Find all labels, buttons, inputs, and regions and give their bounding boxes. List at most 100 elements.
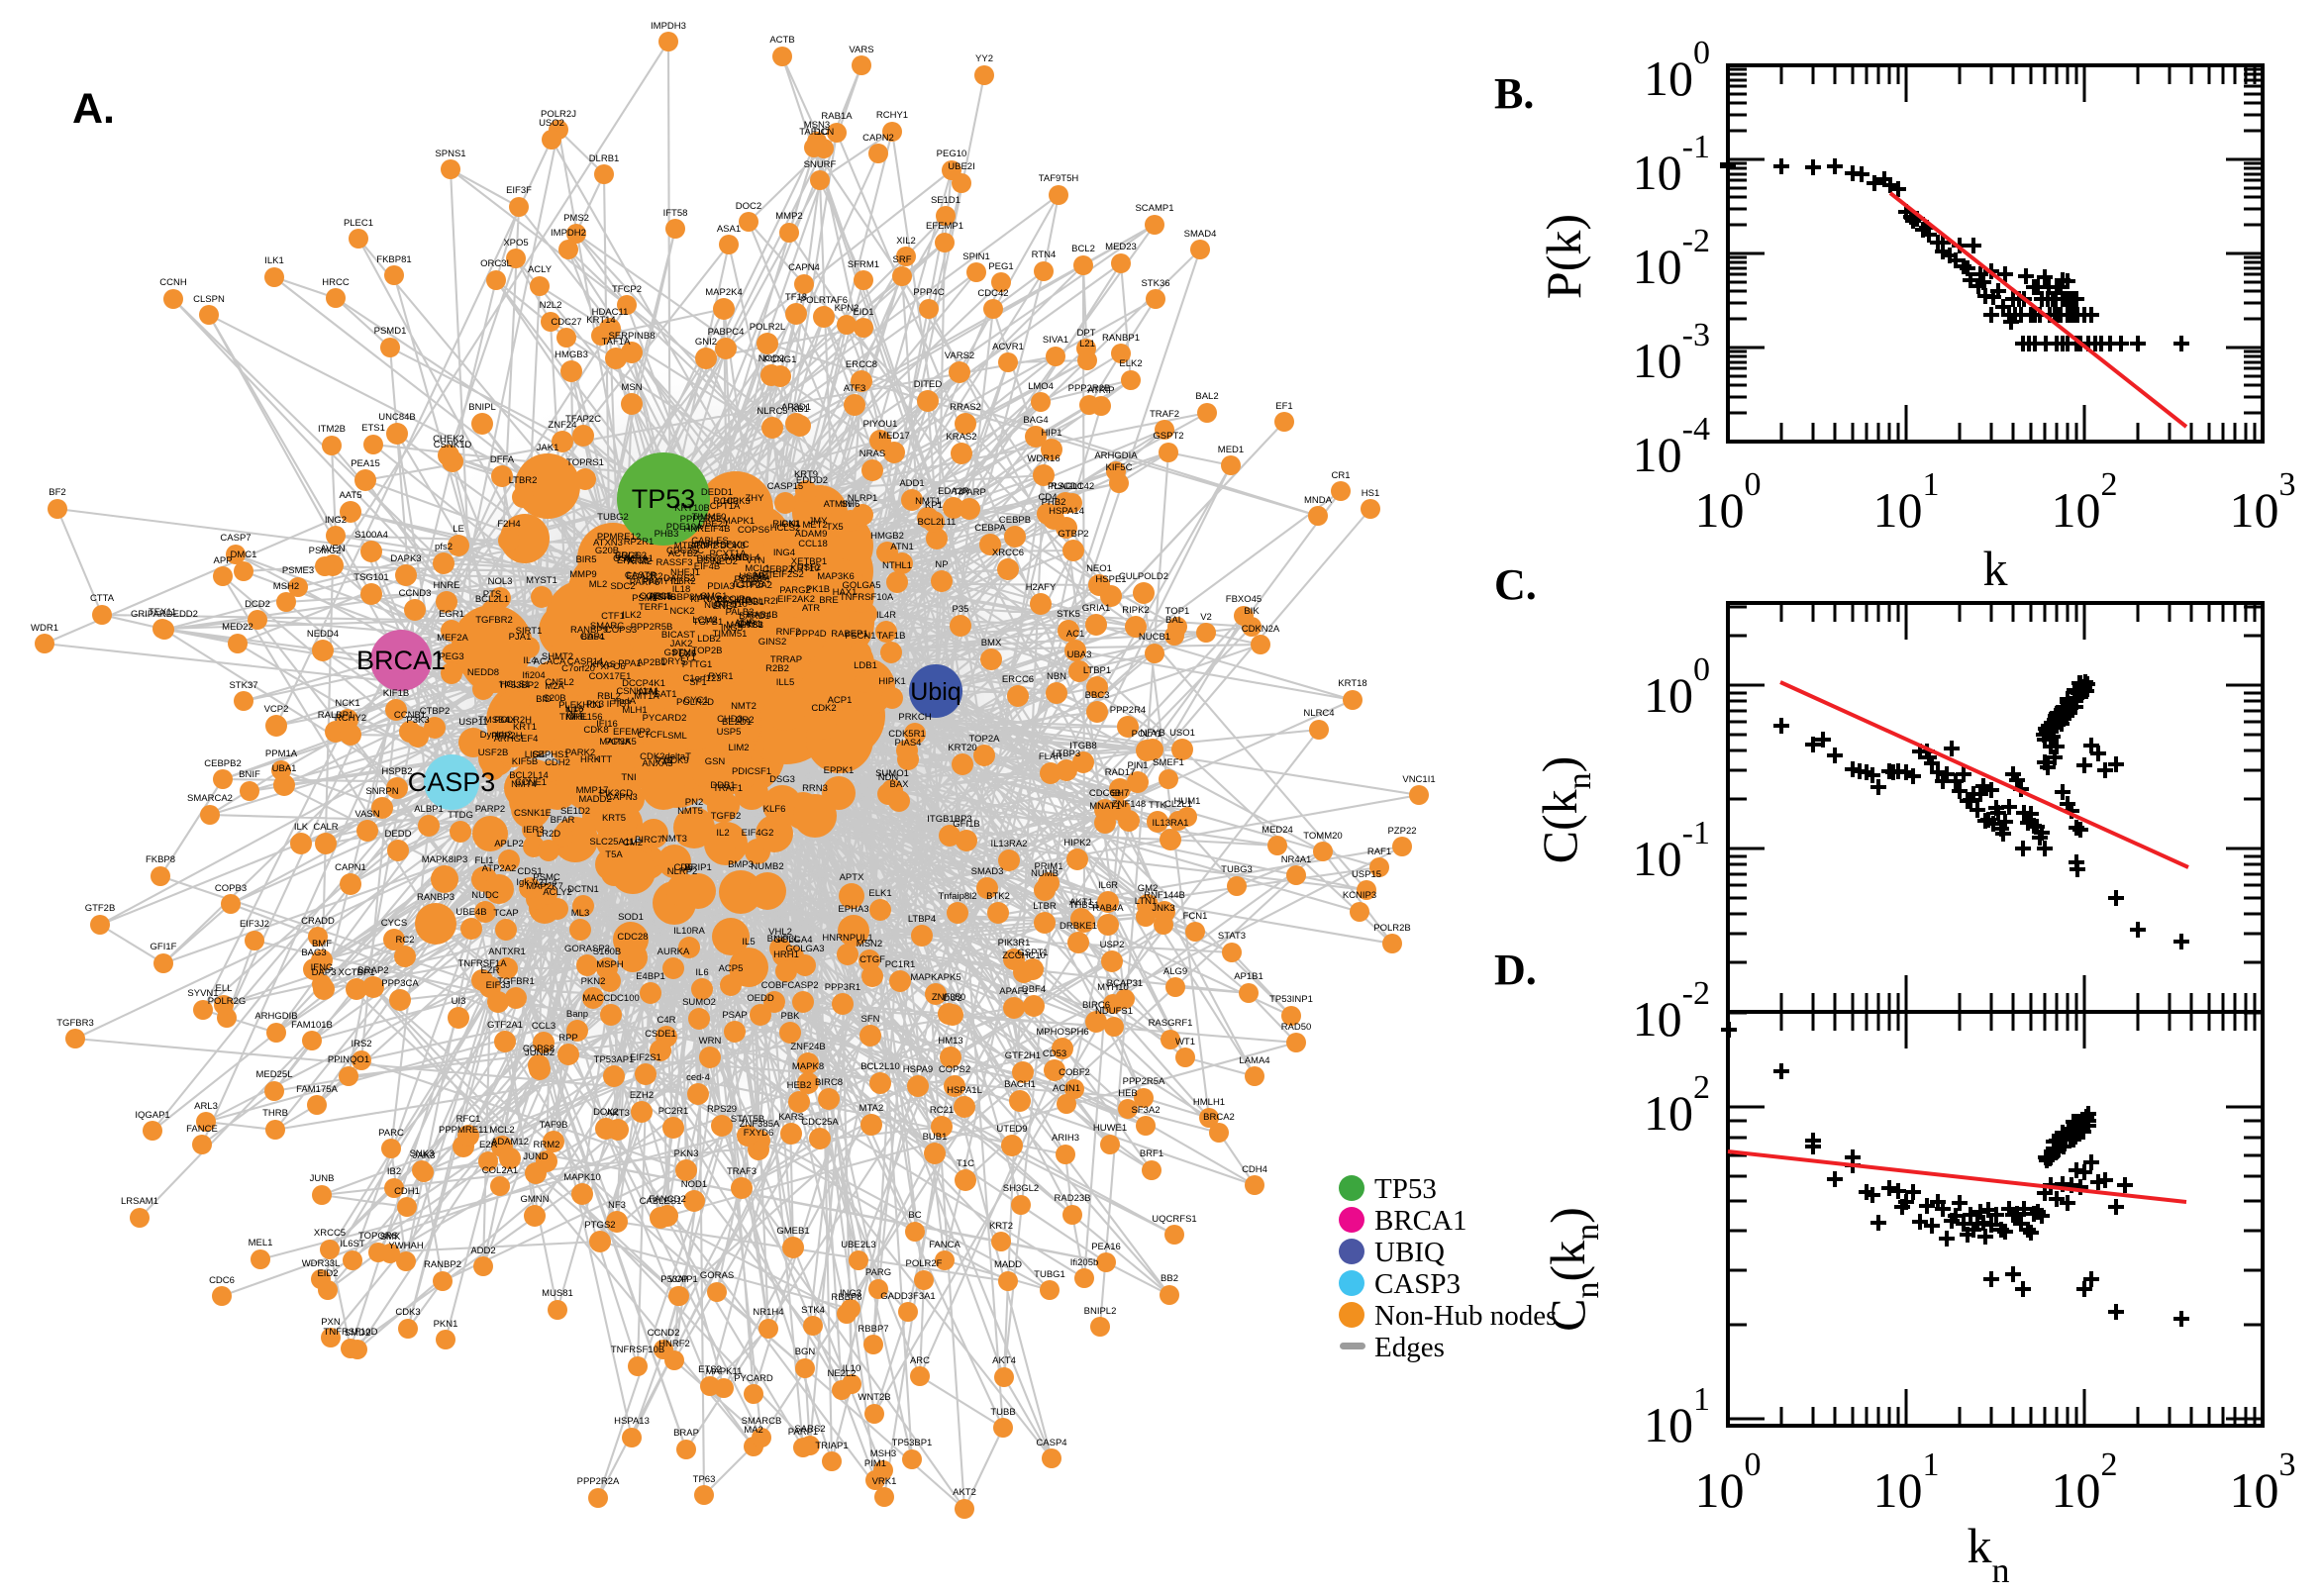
svg-text:PLEC1: PLEC1 — [344, 218, 373, 229]
svg-text:MED22: MED22 — [222, 622, 253, 633]
svg-text:CDC25C: CDC25C — [666, 546, 704, 556]
svg-text:EPPK1: EPPK1 — [824, 765, 855, 776]
svg-text:DCCP4K1: DCCP4K1 — [622, 678, 665, 689]
svg-text:CDK2: CDK2 — [811, 703, 836, 714]
svg-text:ATMIN: ATMIN — [824, 499, 853, 510]
svg-text:GOLGA3: GOLGA3 — [785, 944, 824, 954]
svg-text:IMPDH2: IMPDH2 — [551, 228, 586, 239]
svg-text:DRBKE1: DRBKE1 — [1060, 921, 1097, 932]
svg-text:GOLGA5: GOLGA5 — [842, 580, 880, 591]
svg-text:KRT14: KRT14 — [586, 315, 615, 326]
svg-text:P(k): P(k) — [1536, 214, 1591, 299]
svg-text:TOMM20: TOMM20 — [1303, 831, 1342, 842]
svg-text:NEDD4: NEDD4 — [307, 629, 339, 640]
svg-text:DU2: DU2 — [943, 993, 961, 1004]
svg-text:S100B: S100B — [593, 947, 622, 957]
svg-text:USP3: USP3 — [697, 555, 722, 566]
svg-text:HIPK2: HIPK2 — [1063, 838, 1090, 848]
svg-text:TUBG3: TUBG3 — [1221, 864, 1253, 875]
svg-text:XIL2: XIL2 — [896, 236, 916, 247]
svg-text:TEX11: TEX11 — [149, 607, 176, 618]
svg-text:CCDC5: CCDC5 — [640, 591, 672, 602]
svg-text:BRAP: BRAP — [673, 1428, 699, 1439]
svg-text:RNF144B: RNF144B — [1144, 890, 1185, 901]
svg-text:A.: A. — [72, 85, 115, 133]
svg-text:KARS: KARS — [778, 1112, 804, 1123]
svg-text:ATN1: ATN1 — [890, 542, 914, 552]
svg-text:HIPK3: HIPK3 — [723, 496, 750, 507]
svg-text:COPB3: COPB3 — [215, 883, 247, 894]
svg-text:ALG9: ALG9 — [1163, 966, 1187, 977]
svg-text:RNF2: RNF2 — [776, 627, 801, 638]
svg-text:CSNK1A1: CSNK1A1 — [616, 686, 658, 697]
svg-text:TP53INP1: TP53INP1 — [1269, 994, 1313, 1005]
svg-text:IL6ST: IL6ST — [340, 1239, 365, 1249]
svg-text:ILK2: ILK2 — [622, 610, 642, 621]
svg-text:CDH4: CDH4 — [1242, 1164, 1267, 1175]
svg-text:USP11: USP11 — [458, 717, 487, 728]
svg-text:USO2: USO2 — [539, 118, 564, 129]
svg-text:PARP6: PARP6 — [630, 577, 659, 588]
svg-text:PC2R1: PC2R1 — [658, 1106, 689, 1117]
svg-text:BCL2L1: BCL2L1 — [475, 594, 509, 605]
svg-text:NEDD8: NEDD8 — [467, 667, 499, 678]
svg-text:RANBP2: RANBP2 — [424, 1259, 461, 1270]
svg-text:JUND: JUND — [523, 1151, 548, 1162]
svg-text:ACLY2: ACLY2 — [543, 887, 571, 898]
svg-text:RFC1: RFC1 — [456, 1114, 481, 1125]
svg-text:BAL: BAL — [1165, 615, 1183, 626]
svg-text:ILK1: ILK1 — [264, 255, 284, 266]
svg-text:CTGF: CTGF — [859, 954, 885, 965]
svg-text:MAPK8: MAPK8 — [792, 1061, 824, 1072]
svg-text:ACVR1: ACVR1 — [992, 342, 1024, 352]
svg-text:EPHA3: EPHA3 — [838, 904, 868, 915]
svg-text:HNRF2: HNRF2 — [658, 1339, 690, 1349]
svg-text:BICAST: BICAST — [661, 630, 696, 641]
svg-text:IL16: IL16 — [565, 704, 584, 715]
svg-text:FANCD2: FANCD2 — [649, 1194, 685, 1205]
svg-text:MACCDC100: MACCDC100 — [582, 993, 640, 1004]
svg-text:IER3: IER3 — [523, 825, 544, 836]
svg-text:ERCC8: ERCC8 — [846, 359, 877, 370]
svg-text:HCLS2: HCLS2 — [770, 523, 801, 534]
svg-text:GOLGA4: GOLGA4 — [773, 935, 812, 946]
svg-text:FAM101B: FAM101B — [291, 1020, 333, 1031]
svg-text:LRSAM1: LRSAM1 — [121, 1196, 158, 1207]
svg-text:DOC2: DOC2 — [736, 201, 761, 212]
svg-text:DRY5: DRY5 — [660, 656, 685, 667]
svg-text:ACP1: ACP1 — [828, 695, 853, 706]
svg-text:BACH1: BACH1 — [1004, 1079, 1036, 1090]
svg-text:CDC42: CDC42 — [977, 288, 1008, 299]
svg-text:RCC3: RCC3 — [713, 496, 739, 507]
svg-text:CABLES: CABLES — [691, 536, 729, 547]
svg-text:TAF1B: TAF1B — [877, 631, 906, 642]
svg-text:ETS2: ETS2 — [698, 1364, 722, 1375]
svg-text:RCHY1: RCHY1 — [876, 110, 908, 121]
svg-text:CCND3: CCND3 — [399, 588, 432, 599]
svg-text:ANTXR1: ANTXR1 — [488, 947, 525, 957]
svg-text:C1orf123: C1orf123 — [682, 673, 721, 684]
svg-text:NBN: NBN — [1047, 671, 1066, 682]
svg-text:VRK1: VRK1 — [872, 1476, 897, 1487]
svg-text:NMT4: NMT4 — [511, 779, 537, 790]
svg-text:MAP2K7: MAP2K7 — [526, 881, 563, 892]
svg-text:LDB2: LDB2 — [697, 634, 721, 645]
svg-text:CASP3: CASP3 — [408, 767, 496, 797]
svg-text:MA2: MA2 — [744, 1425, 763, 1436]
svg-text:PKN2: PKN2 — [581, 976, 606, 987]
svg-text:NDN: NDN — [878, 772, 899, 783]
svg-text:KRT5: KRT5 — [602, 813, 626, 824]
svg-text:MMP17: MMP17 — [576, 785, 609, 796]
svg-text:SIRT1: SIRT1 — [516, 626, 543, 637]
svg-text:COX17E1: COX17E1 — [589, 671, 632, 682]
svg-text:NR4A1: NR4A1 — [1281, 854, 1312, 865]
svg-text:SYVN1: SYVN1 — [187, 988, 218, 999]
svg-text:GNI2: GNI2 — [695, 337, 717, 348]
svg-text:RBBP8: RBBP8 — [831, 1292, 861, 1303]
svg-text:KPNA2: KPNA2 — [690, 594, 721, 605]
svg-text:PSMD1: PSMD1 — [374, 326, 407, 337]
svg-text:Banp: Banp — [566, 1009, 588, 1020]
svg-text:SDC2: SDC2 — [610, 581, 635, 592]
svg-text:JMY: JMY — [809, 516, 829, 527]
svg-text:UBE4B: UBE4B — [455, 907, 486, 918]
